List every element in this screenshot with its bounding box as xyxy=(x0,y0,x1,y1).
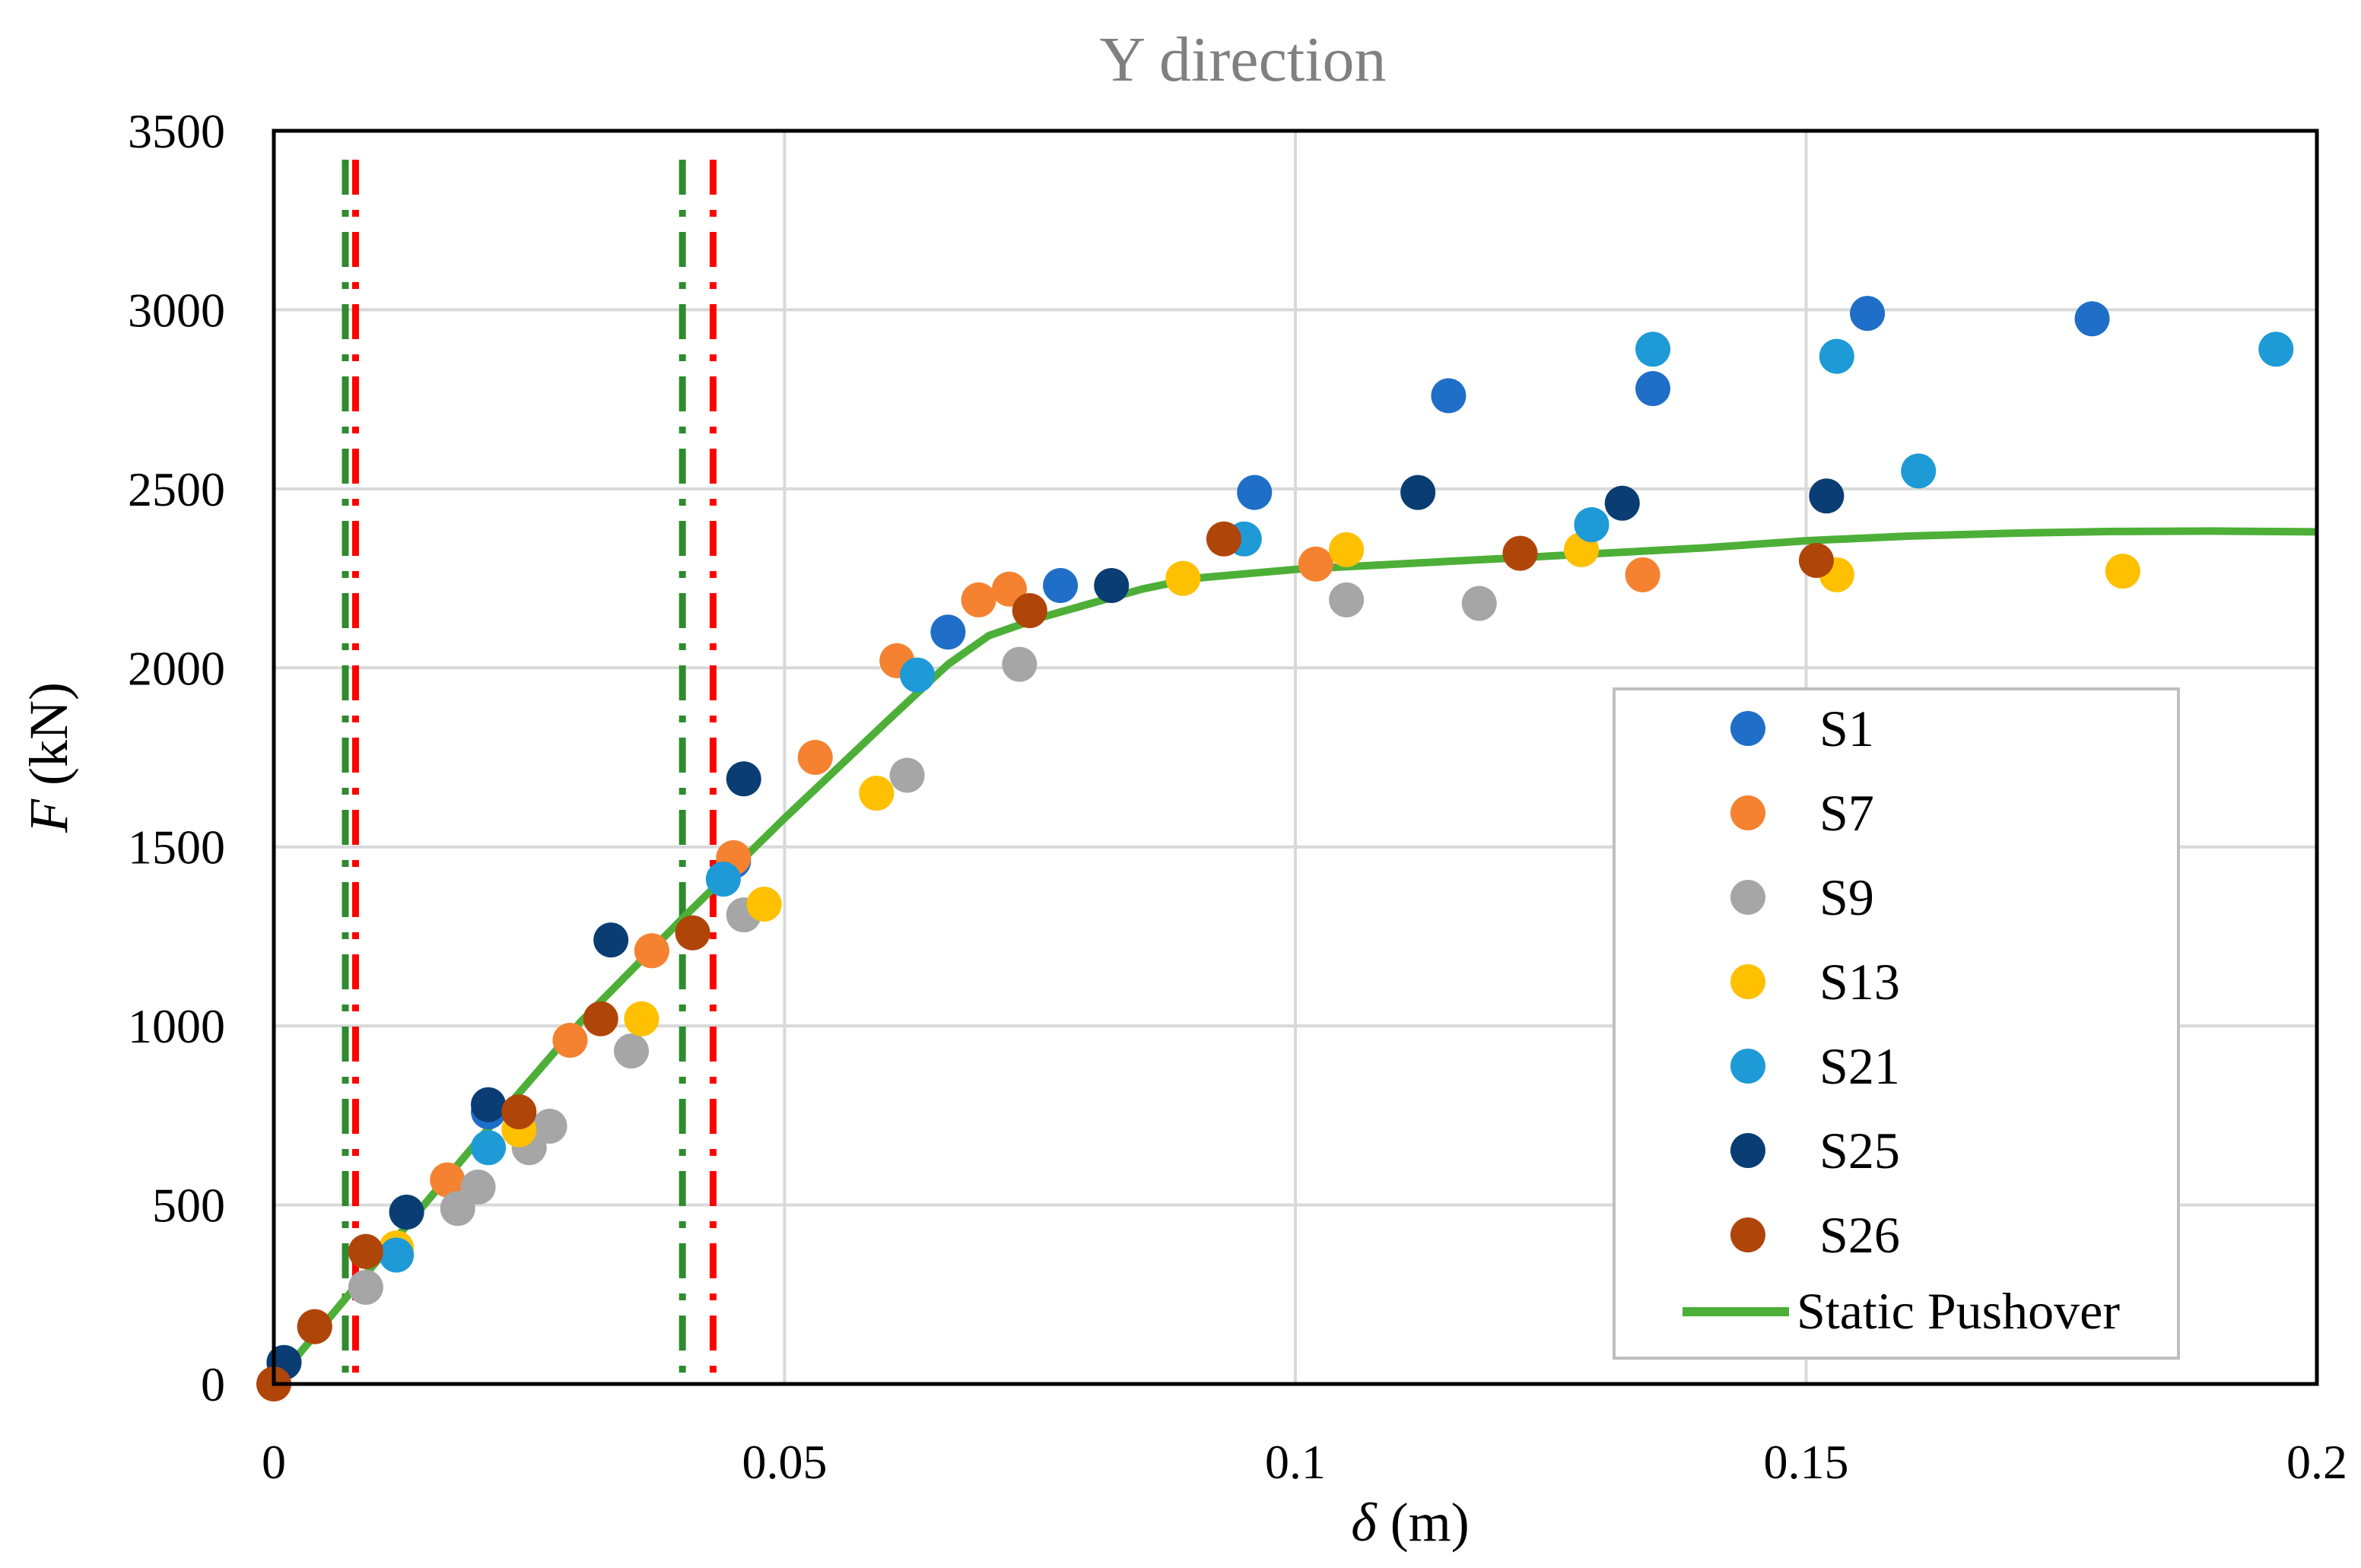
data-point-s21 xyxy=(471,1130,506,1165)
data-point-s1 xyxy=(1237,475,1272,510)
y-tick-label: 2000 xyxy=(128,641,225,695)
data-point-s26 xyxy=(297,1309,332,1344)
x-axis-unit: (m) xyxy=(1377,1492,1470,1553)
data-point-s1 xyxy=(930,614,965,649)
data-point-s1 xyxy=(1043,568,1078,603)
data-point-s25 xyxy=(471,1087,506,1122)
data-point-s26 xyxy=(501,1094,536,1129)
chart-title: Y direction xyxy=(1099,24,1386,95)
data-point-s1 xyxy=(1850,296,1885,331)
data-point-s25 xyxy=(726,761,761,796)
data-point-s25 xyxy=(1605,486,1640,521)
y-axis-symbol: F xyxy=(18,798,79,833)
data-point-s7 xyxy=(634,933,669,968)
data-point-s9 xyxy=(1462,586,1497,621)
data-point-s9 xyxy=(890,758,925,793)
data-point-s7 xyxy=(961,582,996,617)
data-point-s7 xyxy=(552,1023,587,1058)
x-tick-label: 0.1 xyxy=(1265,1435,1326,1489)
legend-swatch-marker xyxy=(1730,1133,1765,1168)
y-axis-unit: (kN) xyxy=(18,682,79,799)
x-tick-label: 0 xyxy=(262,1435,286,1489)
data-point-s13 xyxy=(747,887,782,922)
legend-swatch-marker xyxy=(1730,1049,1765,1084)
y-tick-labels: 0 500 1000 1500 2000 2500 3000 3500 xyxy=(128,104,225,1411)
legend-label: S21 xyxy=(1819,1037,1900,1095)
data-point-s26 xyxy=(348,1234,383,1269)
y-tick-label: 2500 xyxy=(128,462,225,516)
legend-swatch-marker xyxy=(1730,880,1765,915)
y-tick-label: 1500 xyxy=(128,821,225,874)
data-point-s9 xyxy=(1329,582,1364,617)
y-tick-label: 3000 xyxy=(128,283,225,337)
data-point-s13 xyxy=(859,776,894,811)
data-point-s26 xyxy=(675,916,710,951)
legend-swatch-marker xyxy=(1730,795,1765,830)
legend-label: S13 xyxy=(1819,953,1900,1011)
data-point-s25 xyxy=(389,1195,424,1230)
data-point-s21 xyxy=(1574,507,1609,542)
y-tick-label: 500 xyxy=(152,1179,225,1233)
legend-label: S7 xyxy=(1819,784,1874,842)
data-point-s9 xyxy=(348,1270,383,1305)
x-tick-label: 0.2 xyxy=(2286,1435,2347,1489)
data-point-s25 xyxy=(1809,478,1844,513)
legend-label: Static Pushover xyxy=(1797,1282,2120,1340)
y-tick-label: 3500 xyxy=(128,104,225,158)
data-point-s1 xyxy=(1431,378,1466,413)
data-point-s21 xyxy=(1819,339,1854,374)
data-point-s13 xyxy=(1165,561,1200,596)
y-tick-label: 0 xyxy=(201,1357,225,1411)
data-point-s13 xyxy=(1329,532,1364,567)
data-point-s9 xyxy=(1002,647,1037,682)
data-point-s7 xyxy=(1298,547,1333,582)
x-tick-labels: 0 0.05 0.1 0.15 0.2 xyxy=(262,1435,2347,1489)
legend-label: S25 xyxy=(1819,1122,1900,1179)
data-point-s7 xyxy=(1625,557,1660,592)
y-tick-label: 1000 xyxy=(128,999,225,1053)
data-point-s9 xyxy=(614,1033,649,1068)
data-point-s13 xyxy=(624,1001,659,1036)
x-tick-label: 0.15 xyxy=(1764,1435,1849,1489)
data-point-s7 xyxy=(798,740,833,775)
data-point-s25 xyxy=(1094,568,1129,603)
data-point-s1 xyxy=(2075,301,2110,336)
legend-label: S1 xyxy=(1819,700,1874,757)
data-point-s1 xyxy=(1635,371,1670,406)
legend: S1 S7 S9 S13 S21 S25 S26 Static Pushover xyxy=(1614,689,2178,1358)
legend-swatch-marker xyxy=(1730,711,1765,746)
data-point-s26 xyxy=(1502,536,1537,571)
data-point-s25 xyxy=(593,922,628,957)
x-tick-label: 0.05 xyxy=(742,1435,828,1489)
legend-label: S26 xyxy=(1819,1206,1900,1264)
data-point-s21 xyxy=(1635,332,1670,367)
data-point-s9 xyxy=(532,1109,567,1144)
data-point-s25 xyxy=(1400,475,1435,510)
y-axis-label: F (kN) xyxy=(18,682,79,833)
data-point-s26 xyxy=(1799,543,1834,578)
x-axis-label: δ (m) xyxy=(1351,1492,1469,1553)
data-point-s9 xyxy=(461,1170,496,1205)
legend-label: S9 xyxy=(1819,868,1874,926)
data-point-s26 xyxy=(1206,522,1241,557)
data-point-s21 xyxy=(1901,453,1936,488)
data-point-s26 xyxy=(1012,593,1047,628)
data-point-s21 xyxy=(2258,332,2293,367)
legend-swatch-marker xyxy=(1730,1217,1765,1252)
legend-swatch-marker xyxy=(1730,964,1765,999)
data-point-s13 xyxy=(2105,554,2140,589)
x-axis-symbol: δ xyxy=(1351,1492,1378,1553)
data-point-s21 xyxy=(379,1237,414,1272)
data-point-s21 xyxy=(706,862,741,897)
data-point-s26 xyxy=(583,1001,618,1036)
data-point-s21 xyxy=(900,658,935,693)
